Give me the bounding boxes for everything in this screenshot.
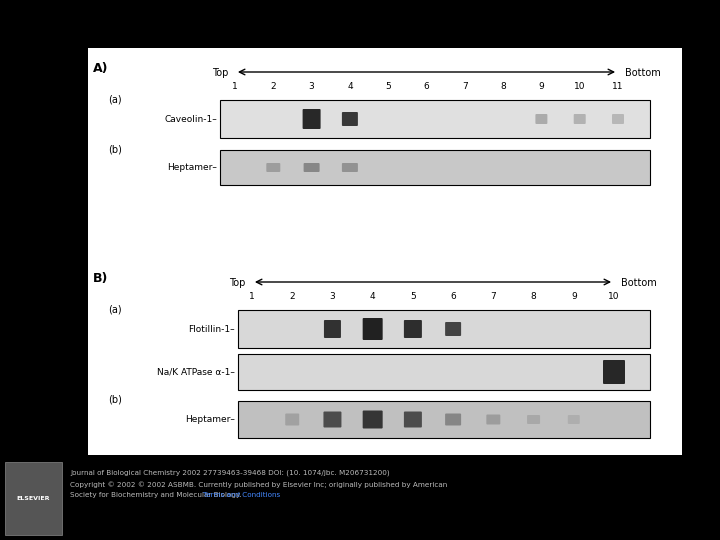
FancyBboxPatch shape <box>404 411 422 428</box>
Bar <box>5 462 62 535</box>
FancyBboxPatch shape <box>285 414 300 426</box>
Text: 7: 7 <box>462 82 468 91</box>
Text: Heptamer–: Heptamer– <box>185 415 235 423</box>
Text: (b): (b) <box>108 395 122 405</box>
FancyBboxPatch shape <box>304 163 320 172</box>
Text: 8: 8 <box>500 82 506 91</box>
FancyBboxPatch shape <box>612 114 624 124</box>
Bar <box>88 48 682 455</box>
Text: 2: 2 <box>271 82 276 91</box>
FancyBboxPatch shape <box>527 415 540 424</box>
Text: Society for Biochemistry and Molecular Biology.: Society for Biochemistry and Molecular B… <box>70 492 241 498</box>
Text: 8: 8 <box>531 292 536 301</box>
Text: 6: 6 <box>423 82 429 91</box>
Text: Journal of Biological Chemistry 2002 27739463-39468 DOI: (10. 1074/jbc. M2067312: Journal of Biological Chemistry 2002 277… <box>70 470 390 476</box>
FancyBboxPatch shape <box>574 114 585 124</box>
FancyBboxPatch shape <box>342 112 358 126</box>
Text: Terms and Conditions: Terms and Conditions <box>203 492 280 498</box>
Text: 3: 3 <box>309 82 315 91</box>
Text: Top: Top <box>212 68 228 78</box>
Text: Copyright © 2002 © 2002 ASBMB. Currently published by Elsevier Inc; originally p: Copyright © 2002 © 2002 ASBMB. Currently… <box>70 481 447 488</box>
Text: Na/K ATPase α-1–: Na/K ATPase α-1– <box>157 368 235 376</box>
Text: (b): (b) <box>108 144 122 154</box>
Text: 9: 9 <box>571 292 577 301</box>
FancyBboxPatch shape <box>445 322 461 336</box>
FancyBboxPatch shape <box>324 320 341 338</box>
Text: A): A) <box>93 62 109 75</box>
FancyBboxPatch shape <box>568 415 580 424</box>
Text: Bottom: Bottom <box>621 278 657 288</box>
Text: 10: 10 <box>608 292 620 301</box>
Text: 7: 7 <box>490 292 496 301</box>
FancyBboxPatch shape <box>603 360 625 384</box>
Text: ELSEVIER: ELSEVIER <box>17 496 50 501</box>
FancyBboxPatch shape <box>323 411 341 428</box>
Bar <box>238 354 650 390</box>
Text: 4: 4 <box>370 292 375 301</box>
Text: 4: 4 <box>347 82 353 91</box>
FancyBboxPatch shape <box>363 410 382 429</box>
Bar <box>238 401 650 438</box>
Text: 5: 5 <box>410 292 415 301</box>
FancyBboxPatch shape <box>302 109 320 129</box>
Text: Heptamer–: Heptamer– <box>167 163 217 172</box>
FancyBboxPatch shape <box>486 415 500 424</box>
Text: 10: 10 <box>574 82 585 91</box>
Text: Bottom: Bottom <box>625 68 661 78</box>
Text: (a): (a) <box>108 304 122 314</box>
FancyBboxPatch shape <box>536 114 547 124</box>
Text: Top: Top <box>229 278 245 288</box>
Text: 2: 2 <box>289 292 295 301</box>
Text: Caveolin-1–: Caveolin-1– <box>164 114 217 124</box>
Text: 1: 1 <box>232 82 238 91</box>
Text: 5: 5 <box>385 82 391 91</box>
FancyBboxPatch shape <box>445 414 461 426</box>
Text: 9: 9 <box>539 82 544 91</box>
Text: 1: 1 <box>249 292 255 301</box>
Bar <box>220 100 650 138</box>
Text: 11: 11 <box>612 82 624 91</box>
FancyBboxPatch shape <box>266 163 280 172</box>
FancyBboxPatch shape <box>404 320 422 338</box>
FancyBboxPatch shape <box>363 318 382 340</box>
Text: (a): (a) <box>108 94 122 104</box>
Text: 3: 3 <box>330 292 336 301</box>
Text: 6: 6 <box>450 292 456 301</box>
Text: B): B) <box>93 272 109 285</box>
Bar <box>220 150 650 185</box>
FancyBboxPatch shape <box>342 163 358 172</box>
Text: Figure 2: Figure 2 <box>332 18 388 32</box>
Text: Flotillin-1–: Flotillin-1– <box>189 325 235 334</box>
Bar <box>238 310 650 348</box>
